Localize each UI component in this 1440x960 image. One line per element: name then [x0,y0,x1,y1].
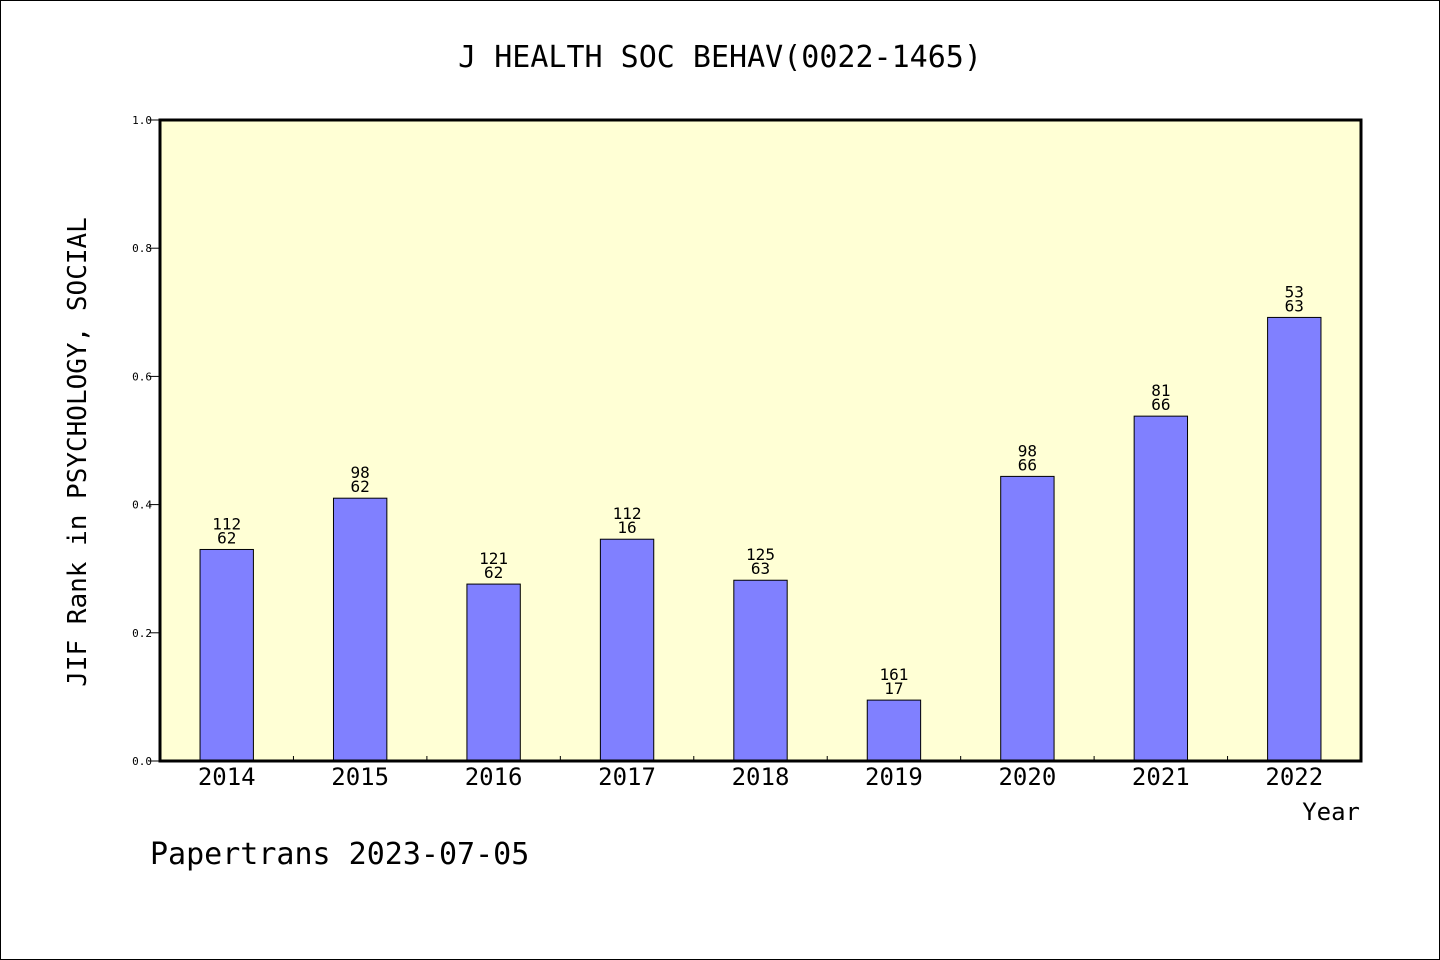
bar-label-top-2020: 98 [1018,441,1037,460]
bar-2021 [1133,415,1189,762]
bar-label-bottom-2016: 62 [484,563,503,582]
bar-2014 [199,548,254,762]
bars-group [199,316,1322,762]
plot-border [158,118,1363,763]
x-tick-label-2021: 2021 [1132,763,1190,791]
bar-2018 [733,579,788,762]
x-tick-label-2014: 2014 [198,763,256,791]
bar-labels-group: 1126298621216211216125631611798668166536… [212,282,1304,698]
x-tick-label-2022: 2022 [1265,763,1323,791]
bar-label-bottom-2022: 63 [1285,296,1304,315]
bar-label-top-2022: 53 [1285,282,1304,301]
bar-label-bottom-2017: 16 [617,518,636,537]
y-tick-label-1.0: 1.0 [132,114,152,127]
y-tick-label-0.2: 0.2 [132,627,152,640]
bar-2020 [1000,475,1055,762]
bar-label-bottom-2019: 17 [884,679,903,698]
y-axis-ticks: 0.0 0.2 0.4 0.6 0.8 1.0 [132,114,160,768]
bar-label-bottom-2020: 66 [1018,455,1037,474]
bar-2017 [599,538,655,762]
bar-label-top-2014: 112 [212,514,241,533]
bar-2015 [332,497,388,762]
y-tick-label-0.4: 0.4 [132,499,152,512]
x-tick-label-2016: 2016 [465,763,523,791]
x-axis-label: Year [1302,798,1360,826]
bar-label-top-2015: 98 [351,463,370,482]
chart-title: J HEALTH SOC BEHAV(0022-1465) [458,40,982,75]
bar-label-top-2019: 161 [879,665,908,684]
bar-2016 [466,583,521,762]
x-tick-label-2015: 2015 [331,763,389,791]
bar-label-top-2018: 125 [746,545,775,564]
bar-2019 [866,699,922,762]
y-tick-label-0.8: 0.8 [132,242,152,255]
bar-label-bottom-2014: 62 [217,528,236,547]
bar-label-bottom-2015: 62 [351,477,370,496]
footer-watermark: Papertrans 2023-07-05 [150,837,529,872]
bar-label-bottom-2018: 63 [751,559,770,578]
bar-label-top-2017: 112 [613,504,642,523]
x-axis-ticks: 2014 2015 2016 2017 2018 2019 2020 2021 2022 [198,756,1323,791]
x-tick-label-2017: 2017 [598,763,656,791]
y-tick-label-0.6: 0.6 [132,370,152,383]
bar-2022 [1267,316,1322,762]
bar-label-top-2016: 121 [479,549,508,568]
bar-label-top-2021: 81 [1151,381,1170,400]
y-tick-label-0.0: 0.0 [132,755,152,768]
x-tick-label-2018: 2018 [732,763,790,791]
x-tick-label-2020: 2020 [998,763,1056,791]
bar-label-bottom-2021: 66 [1151,395,1170,414]
y-axis-label: JIF Rank in PSYCHOLOGY, SOCIAL [63,217,93,687]
x-tick-label-2019: 2019 [865,763,923,791]
